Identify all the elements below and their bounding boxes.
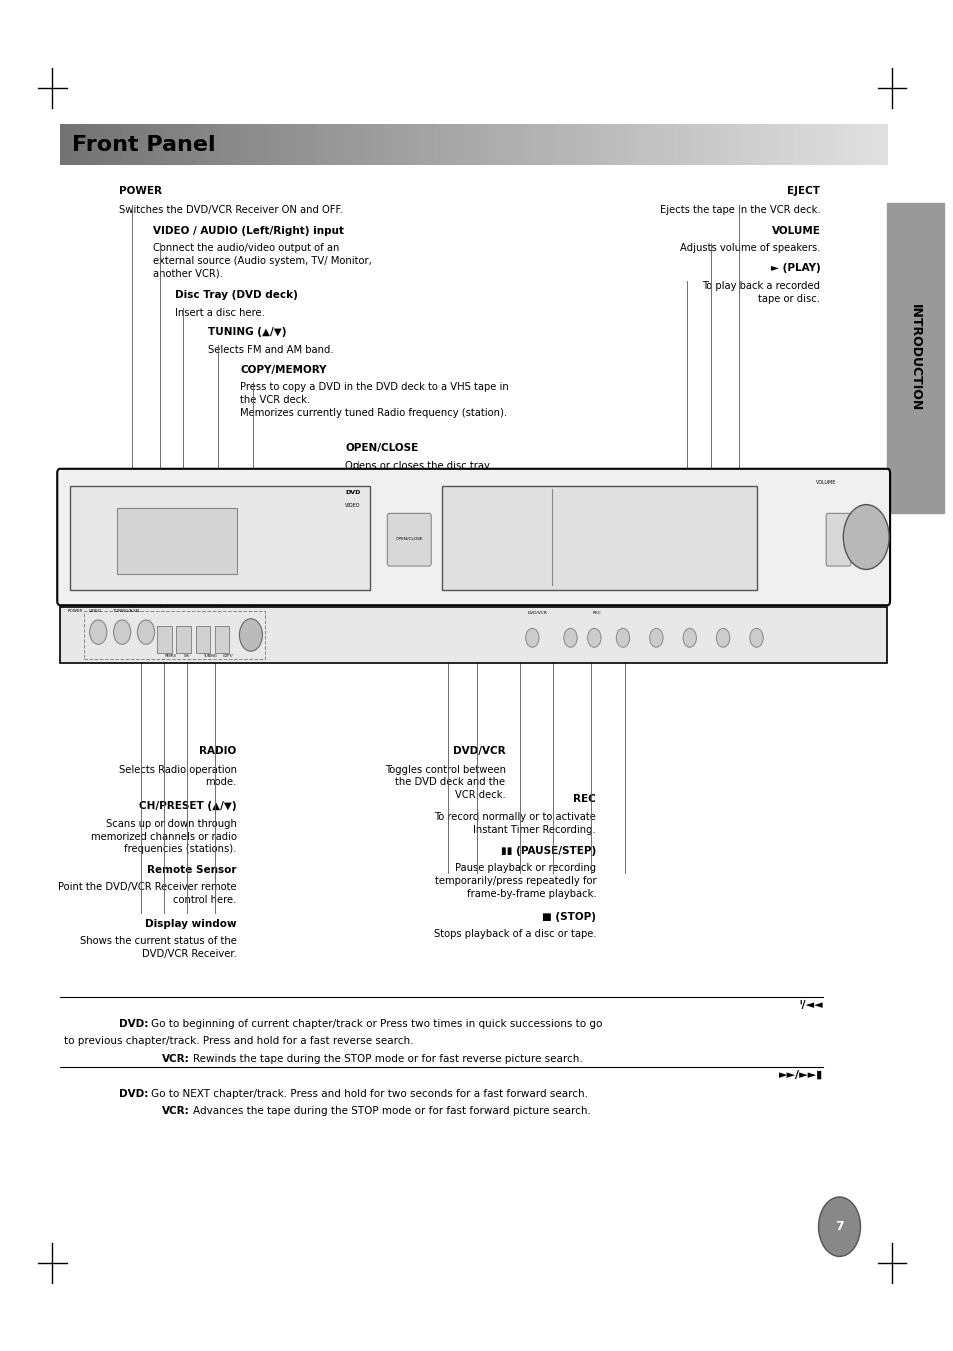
Circle shape [682, 628, 696, 647]
Text: Remote Sensor: Remote Sensor [147, 865, 236, 874]
Circle shape [749, 628, 762, 647]
Text: CH/PRESET (▲/▼): CH/PRESET (▲/▼) [139, 801, 236, 811]
FancyBboxPatch shape [825, 513, 850, 566]
Circle shape [90, 620, 107, 644]
Text: TUNING/A.SEL: TUNING/A.SEL [112, 609, 140, 613]
Text: To record normally or to activate
Instant Timer Recording.: To record normally or to activate Instan… [434, 812, 596, 835]
Text: Connect the audio/video output of an
external source (Audio system, TV/ Monitor,: Connect the audio/video output of an ext… [152, 243, 371, 278]
Text: Selects FM and AM band.: Selects FM and AM band. [208, 345, 334, 354]
Text: DVD/VCR: DVD/VCR [453, 746, 505, 755]
Bar [886, 203, 943, 513]
Text: DVD/VCR: DVD/VCR [527, 611, 547, 615]
Text: VIDEO: VIDEO [89, 609, 102, 613]
Text: ▮▮ (PAUSE/STEP): ▮▮ (PAUSE/STEP) [500, 846, 596, 855]
FancyBboxPatch shape [387, 513, 431, 566]
Text: VCR:: VCR: [162, 1054, 190, 1063]
Text: Toggles control between
the DVD deck and the
VCR deck.: Toggles control between the DVD deck and… [384, 765, 505, 800]
Bar [214, 626, 229, 653]
Text: DVD:: DVD: [119, 1089, 149, 1098]
Text: VOLUME: VOLUME [815, 480, 835, 485]
Text: Adjusts volume of speakers.: Adjusts volume of speakers. [679, 243, 820, 253]
Circle shape [525, 628, 538, 647]
Text: Advances the tape during the STOP mode or for fast forward picture search.: Advances the tape during the STOP mode o… [193, 1106, 590, 1116]
Text: Opens or closes the disc tray.: Opens or closes the disc tray. [345, 461, 492, 470]
Text: 7: 7 [834, 1220, 843, 1233]
Circle shape [842, 504, 888, 570]
Text: Point the DVD/VCR Receiver remote
control here.: Point the DVD/VCR Receiver remote contro… [58, 882, 236, 905]
Text: MEMO/: MEMO/ [165, 654, 177, 658]
Text: Cassette Compartment (VCR deck): Cassette Compartment (VCR deck) [473, 480, 677, 489]
Text: INTRODUCTION: INTRODUCTION [908, 304, 922, 412]
Text: Selects Radio operation
mode.: Selects Radio operation mode. [118, 765, 236, 788]
Text: CH/: CH/ [184, 654, 191, 658]
Text: RADIO: RADIO [199, 746, 236, 755]
Text: Pause playback or recording
temporarily/press repeatedly for
frame-by-frame play: Pause playback or recording temporarily/… [435, 863, 596, 898]
Text: VIDEO / AUDIO (Left/Right) input: VIDEO / AUDIO (Left/Right) input [152, 226, 343, 235]
Text: EJECT: EJECT [786, 186, 820, 196]
Text: OPEN/CLOSE: OPEN/CLOSE [345, 443, 418, 453]
Text: Insert a video cassette here.: Insert a video cassette here. [535, 497, 677, 507]
Text: to previous chapter/track. Press and hold for a fast reverse search.: to previous chapter/track. Press and hol… [64, 1036, 413, 1046]
Circle shape [716, 628, 729, 647]
Text: Stops playback of a disc or tape.: Stops playback of a disc or tape. [434, 929, 596, 939]
Text: ► (PLAY): ► (PLAY) [770, 263, 820, 273]
Text: OPEN/CLOSE: OPEN/CLOSE [395, 538, 422, 540]
Text: REC: REC [573, 794, 596, 804]
Text: Rewinds the tape during the STOP mode or for fast reverse picture search.: Rewinds the tape during the STOP mode or… [193, 1054, 582, 1063]
Bar [195, 626, 210, 653]
Text: Insert a disc here.: Insert a disc here. [174, 308, 264, 317]
Text: ᑊ/◄◄: ᑊ/◄◄ [799, 1000, 822, 1009]
Circle shape [563, 628, 577, 647]
Text: VCR:: VCR: [162, 1106, 190, 1116]
Circle shape [137, 620, 154, 644]
Text: Scans up or down through
memorized channels or radio
frequencies (stations).: Scans up or down through memorized chann… [91, 819, 236, 854]
Text: ►►/►►▮: ►►/►►▮ [779, 1070, 822, 1079]
Bar [70, 486, 370, 590]
Circle shape [616, 628, 629, 647]
Text: Switches the DVD/VCR Receiver ON and OFF.: Switches the DVD/VCR Receiver ON and OFF… [119, 205, 343, 215]
Text: Front Panel: Front Panel [71, 135, 215, 154]
Text: Shows the current status of the
DVD/VCR Receiver.: Shows the current status of the DVD/VCR … [80, 936, 236, 959]
Bar [176, 626, 191, 653]
Bar [60, 607, 886, 663]
Text: Press to copy a DVD in the DVD deck to a VHS tape in
the VCR deck.
Memorizes cur: Press to copy a DVD in the DVD deck to a… [240, 382, 509, 417]
Bar [117, 508, 236, 574]
Text: COPY/MEMORY: COPY/MEMORY [240, 365, 327, 374]
Text: DVD:: DVD: [119, 1019, 149, 1028]
Text: Display window: Display window [145, 919, 236, 928]
Text: Ejects the tape in the VCR deck.: Ejects the tape in the VCR deck. [659, 205, 820, 215]
Text: Go to beginning of current chapter/track or Press two times in quick successions: Go to beginning of current chapter/track… [151, 1019, 601, 1028]
Circle shape [649, 628, 662, 647]
Circle shape [239, 619, 262, 651]
Text: TUNING (▲/▼): TUNING (▲/▼) [208, 327, 286, 336]
Text: Disc Tray (DVD deck): Disc Tray (DVD deck) [174, 290, 297, 300]
Circle shape [113, 620, 131, 644]
Bar [157, 626, 172, 653]
Text: POWER: POWER [119, 186, 162, 196]
Bar [441, 486, 756, 590]
FancyBboxPatch shape [57, 469, 889, 605]
Text: VOLUME: VOLUME [771, 226, 820, 235]
Text: Go to NEXT chapter/track. Press and hold for two seconds for a fast forward sear: Go to NEXT chapter/track. Press and hold… [151, 1089, 587, 1098]
Circle shape [587, 628, 600, 647]
Text: ■ (STOP): ■ (STOP) [541, 912, 596, 921]
Text: REC: REC [592, 611, 600, 615]
Text: COPY/: COPY/ [222, 654, 233, 658]
Text: VIDEO: VIDEO [345, 503, 360, 508]
Bar [84, 611, 265, 659]
Text: To play back a recorded
tape or disc.: To play back a recorded tape or disc. [701, 281, 820, 304]
Circle shape [818, 1197, 860, 1256]
Text: POWER: POWER [68, 609, 83, 613]
Text: DVD: DVD [345, 490, 360, 496]
Text: TUNING: TUNING [203, 654, 216, 658]
